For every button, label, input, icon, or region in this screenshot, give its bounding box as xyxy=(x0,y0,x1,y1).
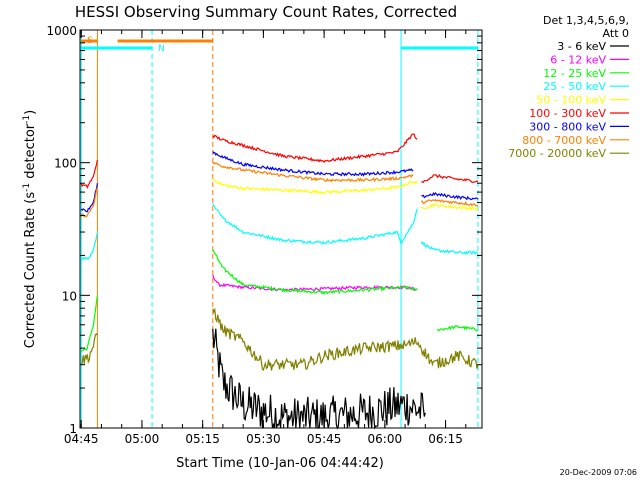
legend-header-line2: Att 0 xyxy=(603,27,629,40)
series-layer xyxy=(80,133,479,430)
x-tick-label: 06:15 xyxy=(428,432,463,446)
y-tick-label: 1 xyxy=(69,422,77,436)
event-lines xyxy=(80,30,479,428)
legend-label-300-800-kev: 300 - 800 keV xyxy=(529,120,606,133)
y-tick-label: 1000 xyxy=(46,24,77,38)
x-tick-label: 05:00 xyxy=(125,432,160,446)
series-100-300-kev xyxy=(421,174,479,184)
x-tick-label: 05:30 xyxy=(246,432,281,446)
legend-header-line1: Det 1,3,4,5,6,9, xyxy=(543,14,629,27)
x-axis-label: Start Time (10-Jan-06 04:44:42) xyxy=(176,456,384,471)
y-axis-label: Corrected Count Rate (s-1 detector-1) xyxy=(22,110,38,348)
series-12-25-kev xyxy=(436,325,479,332)
chart-title: HESSI Observing Summary Count Rates, Cor… xyxy=(75,3,457,21)
series-300-800-kev xyxy=(421,191,479,201)
y-tick-label: 10 xyxy=(62,289,77,303)
flag-bars: SN xyxy=(80,36,478,54)
series-300-800-kev xyxy=(80,183,98,213)
x-tick-label: 06:00 xyxy=(368,432,403,446)
series-100-300-kev xyxy=(80,159,98,190)
x-tick-label: 04:45 xyxy=(64,432,99,446)
series-25-50-kev xyxy=(420,240,479,256)
series-7000-20000-kev xyxy=(212,307,479,372)
series-800-7000-kev xyxy=(80,187,98,218)
series-50-100-kev xyxy=(421,203,479,211)
saa-flag-label: S xyxy=(87,36,93,46)
axes: 04:45 05:00 05:15 05:30 05:45 06:00 06:15 1 10 10… xyxy=(46,24,482,446)
x-tick-label: 05:45 xyxy=(307,432,342,446)
series-7000-20000-kev xyxy=(80,333,98,365)
legend-label-12-25-kev: 12 - 25 keV xyxy=(543,67,606,80)
series-50-100-kev xyxy=(212,178,418,195)
plot-frame xyxy=(79,29,483,429)
legend-label-3-6-kev: 3 - 6 keV xyxy=(557,40,606,53)
legend-label-800-7000-kev: 800 - 7000 keV xyxy=(522,134,606,147)
series-100-300-kev xyxy=(212,133,418,164)
legend-label-6-12-kev: 6 - 12 keV xyxy=(550,53,606,66)
legend-label-25-50-kev: 25 - 50 keV xyxy=(543,80,606,93)
series-12-25-kev xyxy=(212,248,418,295)
series-800-7000-kev xyxy=(420,198,479,207)
series-12-25-kev xyxy=(80,295,98,352)
series-25-50-kev xyxy=(212,203,418,246)
series-25-50-kev xyxy=(81,231,98,261)
legend-label-100-300-kev: 100 - 300 keV xyxy=(529,107,606,120)
y-tick-label: 100 xyxy=(54,157,77,171)
legend-label-7000-20000-kev: 7000 - 20000 keV xyxy=(508,147,606,160)
generation-timestamp: 20-Dec-2009 07:06 xyxy=(560,468,637,477)
x-tick-label: 05:15 xyxy=(185,432,220,446)
series-800-7000-kev xyxy=(212,161,414,183)
series-300-800-kev xyxy=(212,151,414,177)
night-flag-label: N xyxy=(158,44,165,54)
legend-label-50-100-kev: 50 - 100 keV xyxy=(536,94,606,107)
